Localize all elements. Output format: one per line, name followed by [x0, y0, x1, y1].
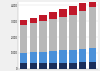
Bar: [89, 0, 96, 7]
Bar: [59, 9, 67, 17]
Bar: [30, 18, 37, 23]
Bar: [40, 15, 47, 21]
Bar: [20, 63, 27, 69]
Bar: [49, 12, 57, 19]
Bar: [49, 51, 57, 63]
Bar: [79, 11, 86, 49]
Bar: [79, 62, 86, 69]
Bar: [30, 52, 37, 63]
Bar: [69, 6, 76, 15]
Bar: [69, 50, 76, 62]
Bar: [79, 3, 86, 11]
Bar: [69, 15, 76, 50]
Bar: [20, 53, 27, 63]
Bar: [89, 7, 96, 48]
Bar: [40, 52, 47, 63]
Bar: [20, 25, 27, 53]
Bar: [89, 62, 96, 69]
Bar: [40, 63, 47, 69]
Bar: [30, 63, 37, 69]
Bar: [59, 17, 67, 50]
Bar: [89, 48, 96, 62]
Bar: [20, 20, 27, 25]
Bar: [30, 23, 37, 52]
Bar: [49, 63, 57, 69]
Bar: [49, 19, 57, 51]
Bar: [59, 50, 67, 63]
Bar: [59, 63, 67, 69]
Bar: [69, 62, 76, 69]
Bar: [79, 49, 86, 62]
Bar: [40, 21, 47, 52]
